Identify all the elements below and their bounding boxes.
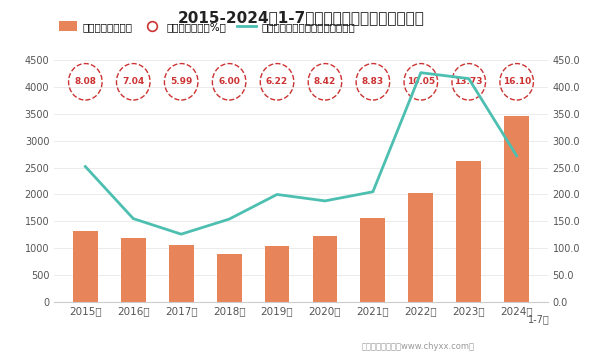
Bar (169, 245, 194, 302)
Text: 8.83: 8.83 (362, 77, 384, 86)
Bar (408, 193, 433, 302)
Text: 2015-2024年1-7月福建省工业亏损企业统计图: 2015-2024年1-7月福建省工业亏损企业统计图 (178, 11, 424, 26)
Bar (73, 231, 98, 302)
Text: 6.22: 6.22 (266, 77, 288, 86)
Text: 7.04: 7.04 (122, 77, 144, 86)
Text: 13.73: 13.73 (455, 77, 483, 86)
Text: 1-7月: 1-7月 (528, 314, 550, 324)
Text: 8.42: 8.42 (314, 77, 336, 86)
Text: 16.10: 16.10 (503, 77, 531, 86)
Bar (504, 116, 529, 302)
Legend: 亏损企业数（个）, 亏损企业占比（%）, 亏损企业亏损总额累计值（亿元）: 亏损企业数（个）, 亏损企业占比（%）, 亏损企业亏损总额累计值（亿元） (54, 17, 359, 36)
Bar (217, 254, 241, 302)
Bar (121, 238, 146, 302)
Text: 6.00: 6.00 (218, 77, 240, 86)
Text: 5.99: 5.99 (170, 77, 193, 86)
Text: 制图：智研咨询（www.chyxx.com）: 制图：智研咨询（www.chyxx.com） (361, 343, 474, 351)
Bar (361, 218, 385, 302)
Text: 8.08: 8.08 (74, 77, 96, 86)
Bar (264, 246, 290, 302)
Text: 10.05: 10.05 (407, 77, 435, 86)
Bar (312, 236, 338, 302)
Bar (456, 161, 481, 302)
